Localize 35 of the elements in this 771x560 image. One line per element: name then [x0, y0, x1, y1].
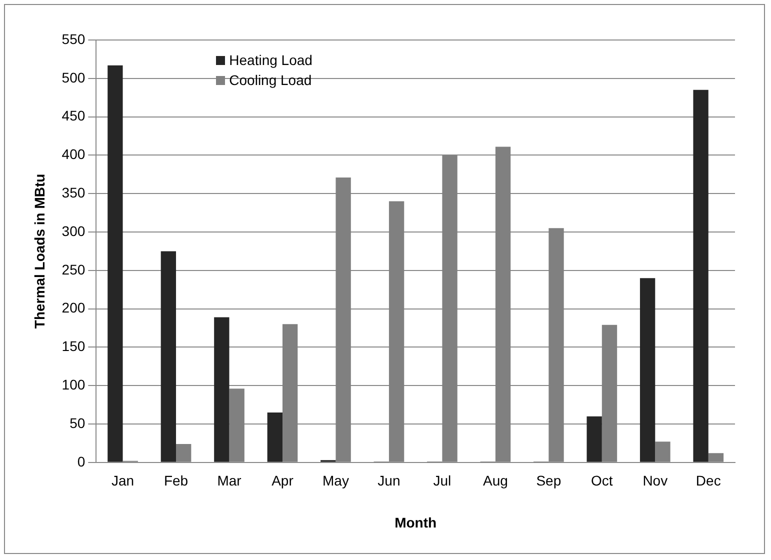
- x-tick-label: Jul: [433, 472, 452, 489]
- x-axis-title: Month: [394, 514, 437, 530]
- legend-label: Cooling Load: [229, 72, 312, 88]
- bar: [693, 90, 708, 462]
- y-tick-label: 150: [62, 338, 86, 354]
- y-tick-label: 50: [70, 414, 86, 431]
- bar: [640, 278, 656, 462]
- bar: [160, 251, 176, 462]
- y-tick-label: 300: [62, 222, 86, 239]
- x-tick-label: Feb: [164, 472, 188, 489]
- bar: [214, 317, 230, 462]
- legend-label: Heating Load: [229, 52, 312, 68]
- x-tick-label: Mar: [217, 472, 242, 489]
- x-tick-label: Oct: [591, 472, 613, 489]
- x-tick-label: Dec: [696, 472, 721, 489]
- x-tick-label: Apr: [272, 472, 294, 489]
- y-tick-label: 550: [62, 30, 86, 47]
- x-tick-label: Aug: [482, 472, 508, 489]
- bar: [267, 412, 282, 462]
- x-tick-label: Nov: [642, 472, 668, 489]
- x-tick-label: May: [322, 472, 349, 489]
- bar: [108, 65, 123, 462]
- y-tick-label: 450: [62, 108, 86, 124]
- y-tick-label: 350: [62, 184, 86, 200]
- y-axis-title: Thermal Loads in MBtu: [31, 174, 48, 329]
- bar: [586, 416, 602, 462]
- y-tick-label: 0: [77, 453, 86, 470]
- y-tick-label: 200: [62, 300, 86, 316]
- x-tick-label: Sep: [536, 472, 562, 489]
- y-tick-label: 100: [62, 376, 86, 392]
- y-tick-label: 500: [62, 69, 86, 86]
- x-tick-label: Jan: [111, 472, 134, 489]
- y-tick-label: 400: [62, 146, 86, 162]
- x-tick-label: Jun: [378, 472, 400, 489]
- y-tick-label: 250: [62, 261, 86, 278]
